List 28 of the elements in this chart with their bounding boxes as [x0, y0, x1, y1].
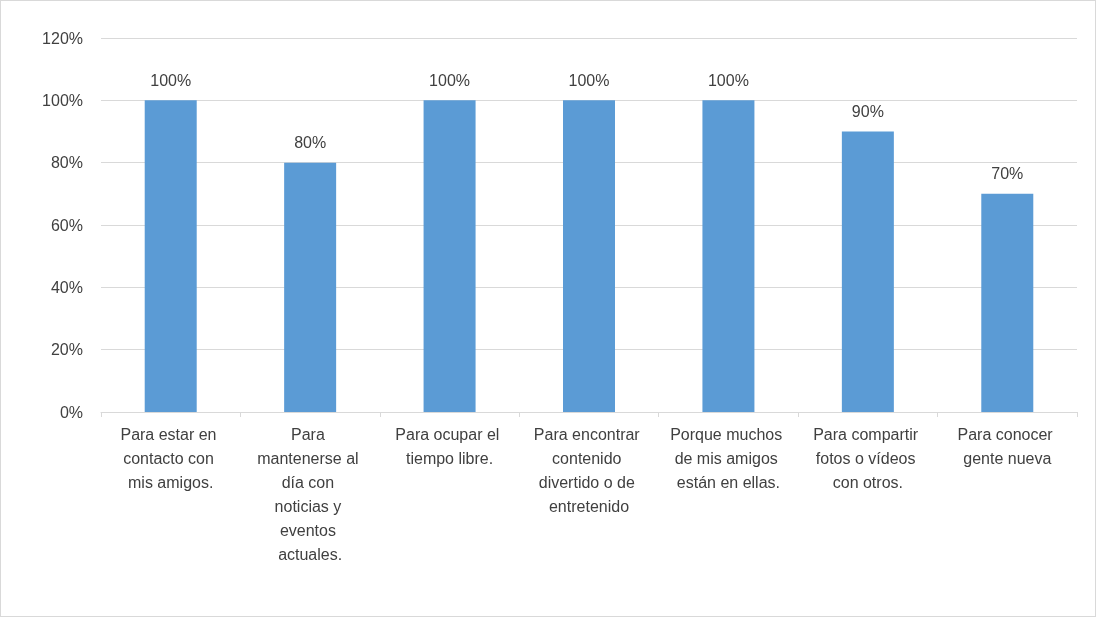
bar [702, 100, 755, 412]
data-label: 100% [429, 71, 471, 89]
x-tick-label: Para ocupar el tiempo libre. [395, 425, 504, 467]
bar [284, 162, 337, 412]
x-tick-label: Porque muchos de mis amigos están en ellas. [670, 425, 787, 491]
data-label: 80% [294, 134, 327, 152]
data-label: 90% [851, 103, 884, 120]
bar [563, 100, 615, 412]
bar [423, 100, 476, 412]
y-tick-label: 0% [59, 403, 83, 421]
y-tick-label: 80% [50, 154, 83, 172]
x-tick-label: Para compartir fotos o vídeos con otros. [813, 425, 923, 491]
y-tick-label: 20% [50, 341, 83, 359]
data-label: 100% [568, 71, 610, 89]
y-tick-label: 120% [42, 29, 83, 47]
y-tick-label: 100% [42, 91, 83, 109]
data-label: 70% [991, 165, 1024, 183]
x-tick-label: Para mantenerse al día con noticias y eventos actuales. [257, 425, 364, 563]
x-tick-label: Para encontrar contenido divertido o de entretenido [533, 425, 645, 515]
bar [981, 193, 1034, 412]
x-tick-label: Para estar en contacto con mis amigos. [120, 425, 221, 491]
data-label: 100% [150, 71, 192, 89]
bar [841, 131, 894, 412]
data-label: 100% [707, 71, 749, 89]
x-tick-label: Para conocer gente nueva [957, 425, 1058, 467]
bar [144, 100, 197, 412]
y-tick-label: 40% [50, 278, 83, 296]
y-tick-label: 60% [50, 216, 83, 234]
